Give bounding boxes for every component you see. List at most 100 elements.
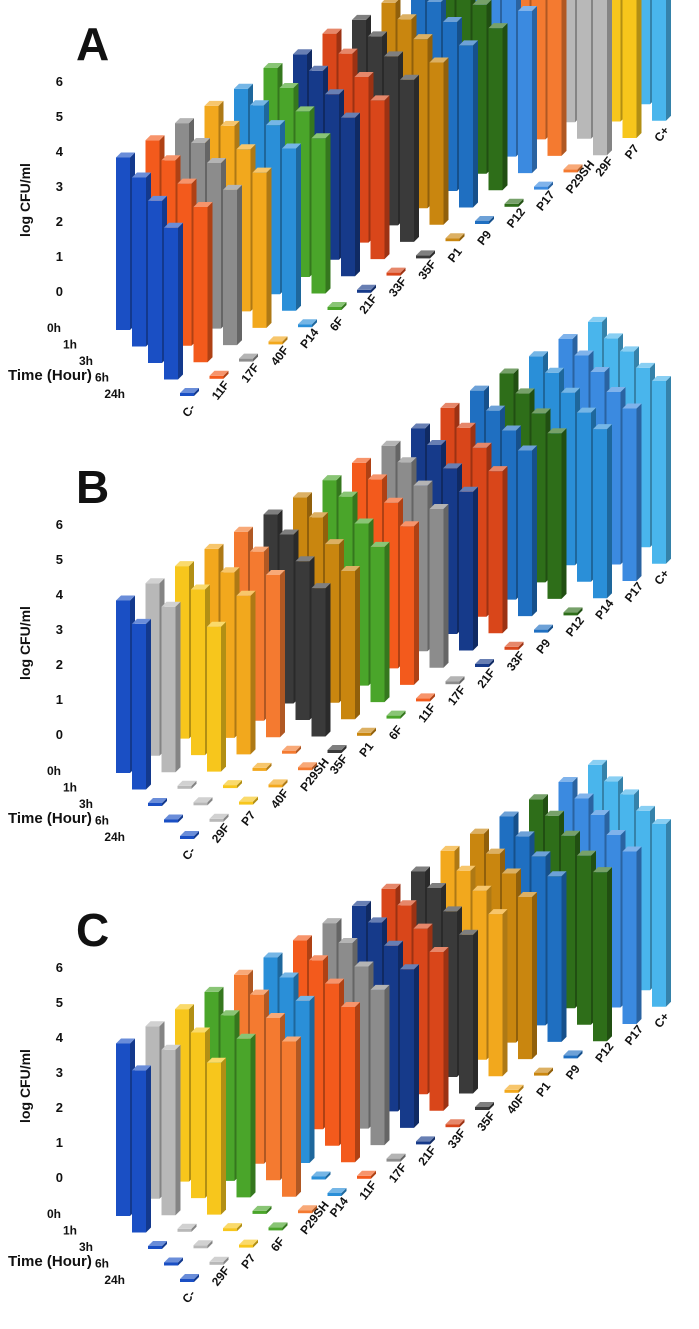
bar-top bbox=[370, 541, 390, 547]
bar-top bbox=[397, 14, 417, 20]
bar-front bbox=[239, 358, 253, 362]
bar-top bbox=[311, 1171, 331, 1177]
bar-top bbox=[354, 961, 374, 967]
bar-front bbox=[341, 1007, 355, 1163]
bar-front bbox=[252, 1210, 267, 1214]
y-tick-label: 4 bbox=[56, 587, 64, 602]
bar-front bbox=[325, 983, 339, 1146]
bar-top bbox=[370, 984, 390, 990]
bar-side bbox=[384, 95, 390, 260]
category-label: 33F bbox=[504, 649, 528, 674]
bar bbox=[357, 1170, 376, 1179]
bar-front bbox=[209, 375, 224, 379]
bar-top bbox=[397, 457, 417, 463]
bar-top bbox=[547, 428, 567, 434]
bar-side bbox=[636, 0, 642, 138]
bar-front bbox=[239, 1244, 253, 1248]
category-label: 17F bbox=[386, 1161, 410, 1186]
bar-top bbox=[132, 172, 151, 178]
bar-top bbox=[268, 1222, 288, 1228]
bar-side bbox=[237, 780, 242, 789]
bar-top bbox=[252, 1205, 272, 1211]
category-label: P9 bbox=[474, 227, 494, 247]
bar-top bbox=[413, 923, 433, 929]
bar-top bbox=[456, 422, 476, 428]
bar-top bbox=[266, 570, 285, 576]
bar-side bbox=[489, 1102, 494, 1110]
bar-top bbox=[145, 135, 165, 141]
bar-top bbox=[515, 388, 535, 394]
bar-side bbox=[414, 964, 419, 1128]
bar bbox=[327, 745, 347, 753]
bar-top bbox=[588, 316, 607, 322]
bar-top bbox=[204, 543, 224, 549]
bar-side bbox=[221, 1057, 226, 1215]
bar bbox=[311, 583, 331, 737]
bar-top bbox=[236, 144, 256, 150]
bar-front bbox=[445, 681, 460, 685]
bar-front bbox=[223, 189, 237, 346]
bar-top bbox=[502, 868, 521, 874]
bar-top bbox=[132, 1065, 151, 1071]
bar-front bbox=[534, 629, 548, 633]
bar bbox=[518, 5, 537, 174]
category-label: P12 bbox=[592, 1039, 616, 1065]
y-tick-label: 6 bbox=[56, 517, 63, 532]
bar-side bbox=[341, 745, 347, 753]
bar bbox=[445, 233, 465, 242]
bar-top bbox=[193, 202, 213, 208]
bar-top bbox=[381, 440, 401, 446]
bar-front bbox=[116, 600, 130, 773]
bar-side bbox=[443, 504, 449, 668]
bar-side bbox=[191, 780, 197, 789]
bar-top bbox=[252, 167, 272, 173]
bar bbox=[534, 1067, 553, 1076]
bar-top bbox=[443, 463, 462, 469]
bar-top bbox=[429, 57, 449, 63]
bar-top bbox=[386, 710, 406, 716]
bar-front bbox=[475, 664, 489, 667]
bar bbox=[177, 780, 197, 789]
bar-top bbox=[443, 906, 462, 912]
bar-front bbox=[266, 575, 280, 738]
bar bbox=[488, 909, 508, 1077]
bar-front bbox=[207, 626, 221, 772]
bar-front bbox=[488, 471, 503, 634]
bar-top bbox=[622, 846, 642, 852]
bar-top bbox=[547, 871, 567, 877]
time-row-label: 6h bbox=[95, 814, 109, 828]
bar-side bbox=[459, 1119, 465, 1128]
bar-top bbox=[193, 797, 213, 803]
bar-front bbox=[357, 732, 371, 736]
bar-top bbox=[220, 1010, 240, 1016]
bar-front bbox=[534, 1072, 548, 1076]
bar-front bbox=[593, 429, 607, 599]
bar bbox=[429, 947, 449, 1111]
bar-top bbox=[384, 497, 403, 503]
bar-top bbox=[177, 1223, 197, 1229]
bar-top bbox=[207, 1057, 226, 1063]
bar bbox=[547, 428, 567, 599]
bar-top bbox=[191, 138, 210, 144]
bar-top bbox=[429, 947, 449, 952]
time-row-label: 3h bbox=[79, 1240, 93, 1254]
bar bbox=[266, 570, 285, 738]
bar-top bbox=[440, 402, 460, 408]
bar bbox=[593, 424, 612, 599]
y-tick-label: 1 bbox=[56, 692, 63, 707]
bar bbox=[534, 624, 553, 633]
bar-front bbox=[429, 62, 444, 225]
bar bbox=[180, 1274, 199, 1282]
bar-front bbox=[161, 606, 176, 773]
bar-front bbox=[268, 1227, 283, 1231]
bar-top bbox=[604, 776, 623, 782]
category-label: P12 bbox=[504, 205, 528, 231]
bar-front bbox=[180, 836, 194, 839]
bar-front bbox=[268, 341, 283, 345]
bar bbox=[563, 607, 583, 616]
bar-side bbox=[355, 565, 360, 720]
bar-front bbox=[148, 200, 162, 363]
bar-top bbox=[309, 512, 328, 518]
bar bbox=[547, 0, 567, 156]
